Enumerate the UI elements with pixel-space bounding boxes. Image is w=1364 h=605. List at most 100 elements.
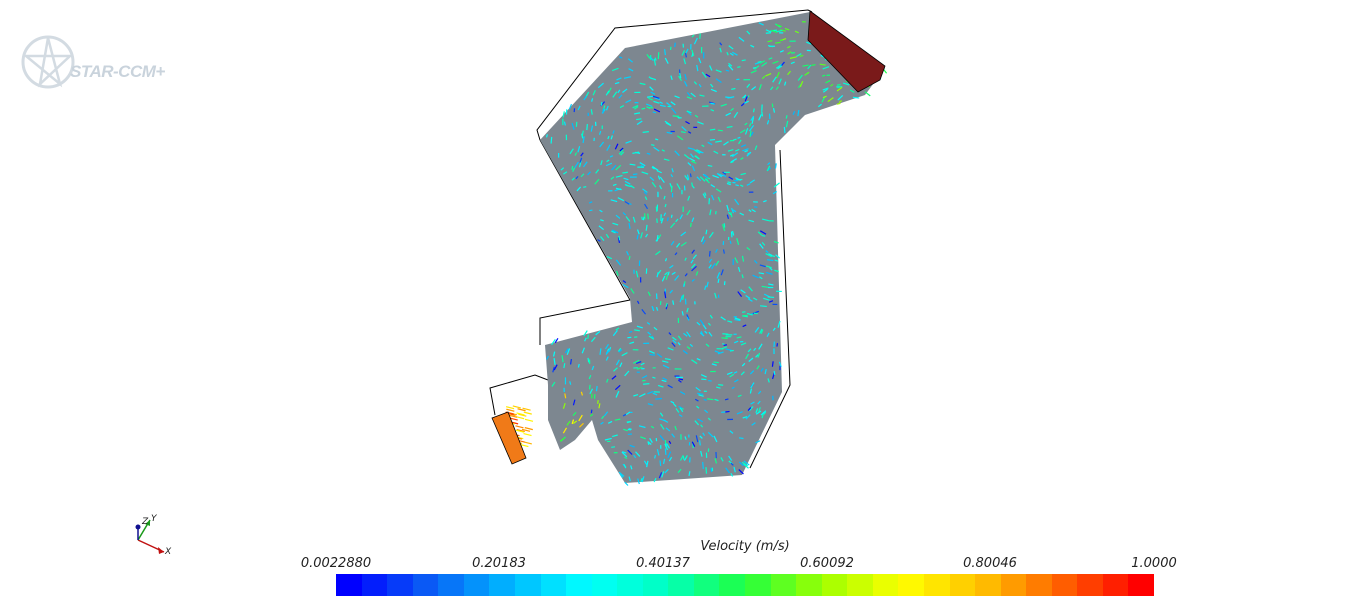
velocity-vector xyxy=(728,62,733,67)
velocity-vector xyxy=(614,384,621,391)
velocity-vector xyxy=(761,62,768,67)
velocity-vector xyxy=(691,182,694,187)
velocity-vector xyxy=(699,33,701,39)
velocity-vector xyxy=(599,141,605,148)
velocity-vector xyxy=(628,222,631,229)
velocity-vector xyxy=(677,342,681,346)
velocity-vector xyxy=(691,165,696,172)
velocity-vector xyxy=(710,102,715,105)
velocity-vector xyxy=(734,317,741,321)
velocity-vector xyxy=(746,183,751,186)
velocity-vector xyxy=(636,366,643,370)
velocity-vector xyxy=(618,235,621,241)
velocity-vector xyxy=(598,130,602,135)
velocity-vector xyxy=(672,402,677,408)
velocity-vector xyxy=(694,114,699,118)
colorbar-swatch xyxy=(1077,574,1103,596)
velocity-vector xyxy=(768,283,774,286)
velocity-vector xyxy=(550,136,553,144)
velocity-vector xyxy=(595,169,600,174)
velocity-vector xyxy=(506,408,515,412)
velocity-vector xyxy=(686,174,690,180)
velocity-vector xyxy=(753,297,758,301)
velocity-vector xyxy=(624,180,631,185)
velocity-vector xyxy=(518,413,527,417)
velocity-vector xyxy=(686,331,691,338)
velocity-vector xyxy=(636,120,643,125)
velocity-vector xyxy=(668,332,672,336)
velocity-vector xyxy=(560,167,565,171)
velocity-vector xyxy=(707,164,713,167)
velocity-vector xyxy=(761,285,769,288)
velocity-vector xyxy=(748,406,754,412)
velocity-vector xyxy=(610,199,618,203)
velocity-vector xyxy=(632,359,640,364)
velocity-vector xyxy=(822,87,829,91)
velocity-vector xyxy=(742,416,748,419)
velocity-vector xyxy=(653,326,658,331)
velocity-vector xyxy=(588,374,592,380)
velocity-vector xyxy=(733,466,736,473)
velocity-vector xyxy=(761,111,764,117)
velocity-vector xyxy=(622,88,628,93)
velocity-vector xyxy=(709,128,716,131)
velocity-vector xyxy=(729,52,734,56)
velocity-vector xyxy=(679,391,686,395)
velocity-vector xyxy=(650,91,656,95)
velocity-vector xyxy=(610,176,615,180)
velocity-vector xyxy=(606,144,611,152)
velocity-vector xyxy=(605,105,609,111)
velocity-vector xyxy=(634,106,639,110)
velocity-vector xyxy=(628,476,631,482)
velocity-vector xyxy=(758,22,764,26)
velocity-vector xyxy=(736,336,742,339)
velocity-vector xyxy=(723,223,726,228)
velocity-vector xyxy=(635,270,639,278)
velocity-vector xyxy=(613,367,618,372)
velocity-vector xyxy=(699,440,701,446)
velocity-vector xyxy=(569,358,573,365)
velocity-vector xyxy=(564,348,569,354)
velocity-vector xyxy=(740,371,745,376)
velocity-vector xyxy=(758,114,762,121)
velocity-vector xyxy=(717,129,723,132)
velocity-vector xyxy=(731,230,735,236)
velocity-vector xyxy=(759,60,766,64)
velocity-vector xyxy=(618,471,625,477)
velocity-vector xyxy=(740,342,747,346)
velocity-vector xyxy=(730,107,734,112)
velocity-vector xyxy=(600,236,605,242)
velocity-vector xyxy=(734,198,740,206)
velocity-vector xyxy=(745,294,751,299)
velocity-vector xyxy=(783,126,786,134)
velocity-vector xyxy=(551,339,556,345)
colorbar-swatch xyxy=(489,574,515,596)
velocity-vector xyxy=(709,209,712,216)
colorbar-swatch xyxy=(1051,574,1078,596)
velocity-vector xyxy=(707,398,714,401)
velocity-vector xyxy=(589,413,594,417)
outlet-boundary xyxy=(491,411,527,465)
velocity-vector xyxy=(665,302,668,307)
velocity-vector xyxy=(522,407,531,411)
velocity-vector xyxy=(776,24,782,28)
velocity-vector xyxy=(666,131,673,135)
velocity-vector xyxy=(739,212,745,216)
velocity-vector xyxy=(651,335,655,339)
velocity-vector xyxy=(707,141,713,146)
velocity-vector xyxy=(661,379,667,383)
velocity-vector xyxy=(744,122,748,126)
velocity-vector xyxy=(691,265,697,272)
velocity-vector xyxy=(690,153,694,158)
velocity-vector xyxy=(666,102,672,108)
velocity-vector xyxy=(737,394,742,398)
velocity-vector xyxy=(684,273,688,277)
velocity-vector xyxy=(609,155,614,158)
velocity-vector xyxy=(757,231,763,236)
velocity-vector xyxy=(767,45,774,48)
velocity-vector xyxy=(633,454,637,459)
velocity-vector xyxy=(741,274,744,279)
velocity-vector xyxy=(670,222,676,229)
velocity-vector xyxy=(746,30,751,35)
